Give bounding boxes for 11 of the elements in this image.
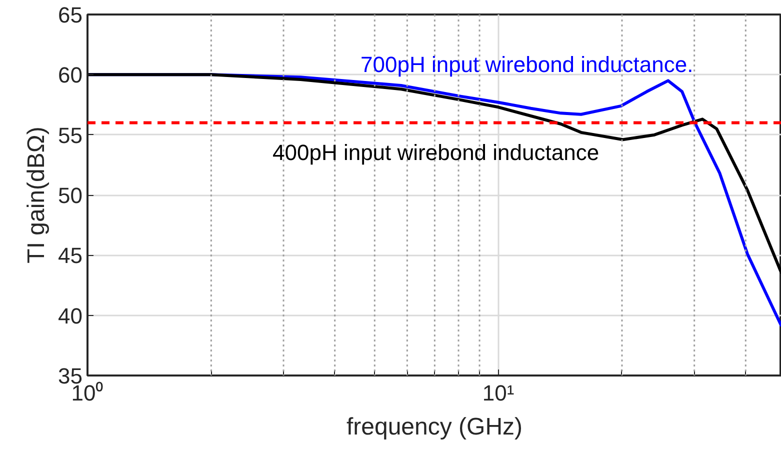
y-tick-label: 40 [58,303,83,328]
y-tick-label: 45 [58,243,83,268]
y-tick-label: 50 [58,183,83,208]
x-tick-label: 10¹ [482,380,514,406]
y-axis-title: TI gain(dBΩ) [23,126,50,264]
y-tick-label: 60 [58,62,83,88]
y-tick-label: 65 [58,2,83,28]
series-label: 700pH input wirebond inductance. [360,52,694,77]
series-label: 400pH input wirebond inductance [272,140,600,165]
x-axis-title: frequency (GHz) [346,414,523,440]
y-tick-label: 55 [58,122,83,148]
